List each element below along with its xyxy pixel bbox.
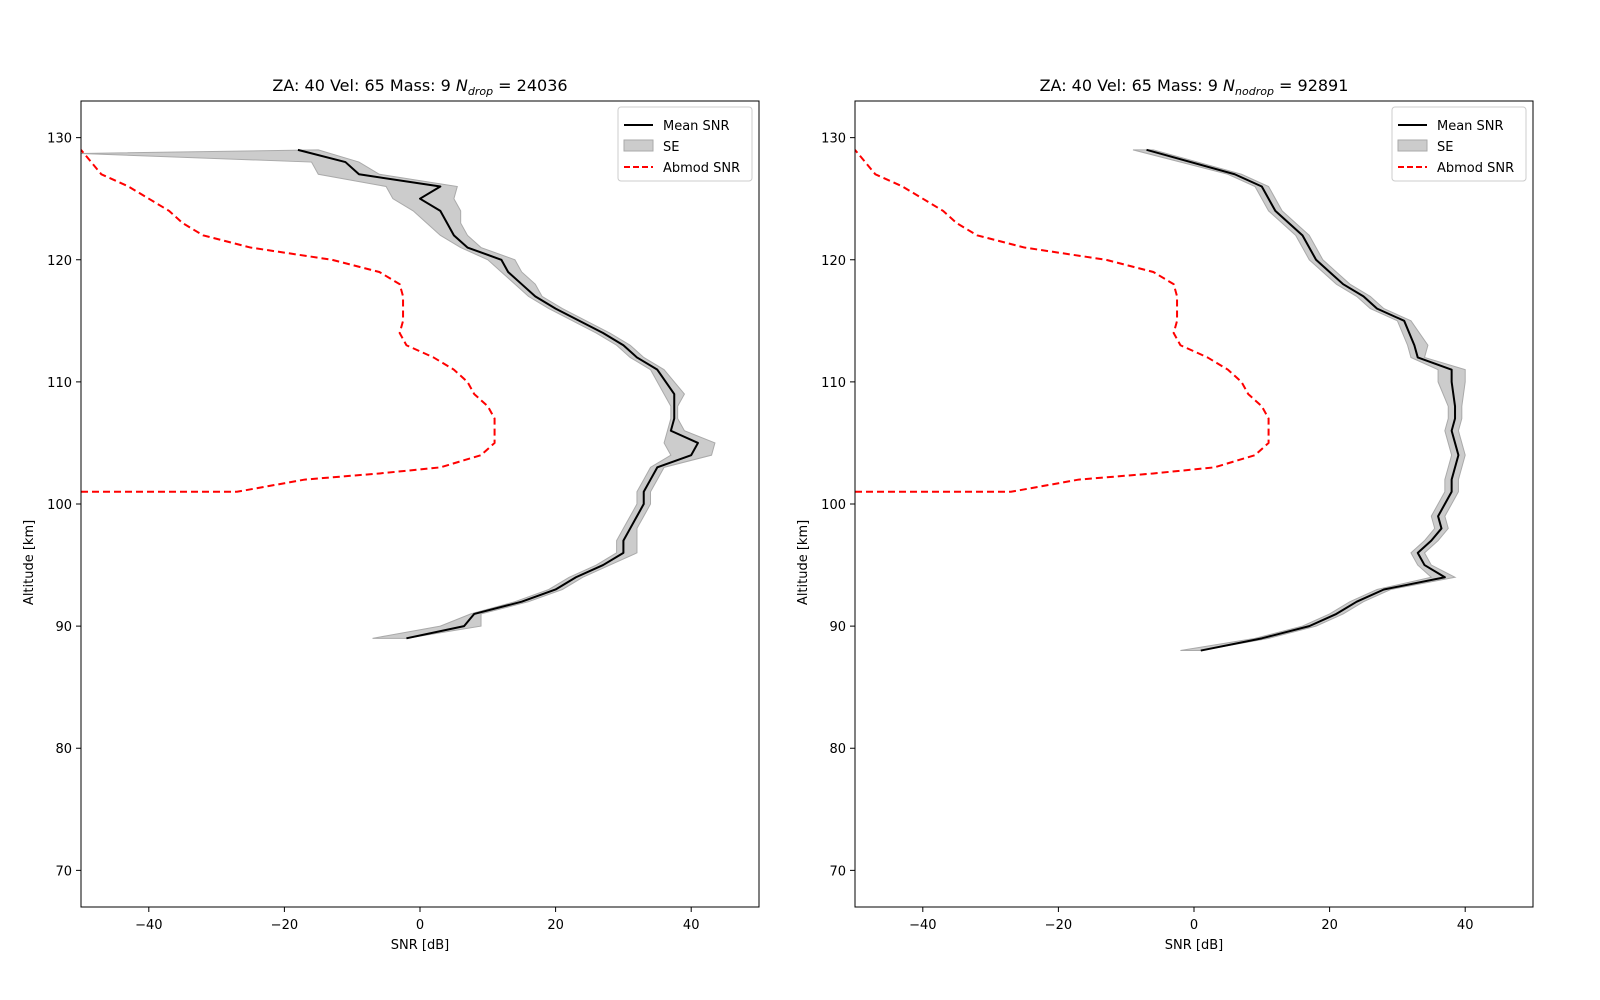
y-tick-label: 130	[47, 132, 72, 147]
chart-title: ZA: 40 Vel: 65 Mass: 9 Nnodrop = 92891	[1040, 76, 1349, 98]
legend-se-swatch	[623, 139, 654, 152]
title-count: = 24036	[493, 76, 567, 95]
x-tick-label: 0	[1190, 918, 1198, 933]
legend: Mean SNR SE Abmod SNR	[617, 106, 753, 182]
title-symbol: N	[456, 76, 468, 95]
x-tick-label: −20	[271, 918, 298, 933]
y-tick-label: 80	[55, 742, 72, 757]
left-panel: −40 −20 0 20 40 70 80 90 100 110 120 130 SNR [dB] Alt…	[22, 76, 760, 953]
legend: Mean SNR SE Abmod SNR	[1391, 106, 1527, 182]
y-tick-label: 130	[821, 132, 846, 147]
x-tick-label: 20	[547, 918, 564, 933]
y-tick-label: 90	[829, 620, 846, 635]
y-tick-label: 80	[829, 742, 846, 757]
x-tick-label: 0	[416, 918, 424, 933]
right-panel: −40 −20 0 20 40 70 80 90 100 110 120 130 SNR [dB] Alt…	[796, 76, 1534, 953]
mean-snr-line	[297, 148, 699, 640]
legend-mean-label: Mean SNR	[1437, 119, 1504, 134]
y-tick-label: 100	[47, 498, 72, 513]
legend-mean-label: Mean SNR	[663, 119, 730, 134]
x-tick-label: −40	[909, 918, 936, 933]
y-tick-label: 90	[55, 620, 72, 635]
y-axis-label: Altitude [km]	[22, 520, 37, 605]
title-subscript: nodrop	[1235, 85, 1274, 98]
y-axis-label: Altitude [km]	[796, 520, 811, 605]
title-symbol: N	[1223, 76, 1235, 95]
title-text: ZA: 40 Vel: 65 Mass: 9	[272, 76, 455, 95]
title-count: = 92891	[1274, 76, 1348, 95]
y-tick-label: 70	[55, 864, 72, 879]
se-band	[81, 149, 716, 639]
se-band	[1132, 149, 1466, 652]
abmod-snr-line	[81, 149, 496, 493]
abmod-snr-line	[855, 149, 1270, 493]
title-text: ZA: 40 Vel: 65 Mass: 9	[1040, 76, 1223, 95]
plot-area	[855, 148, 1466, 652]
y-tick-label: 110	[821, 376, 846, 391]
x-axis-label: SNR [dB]	[391, 938, 449, 953]
legend-abmod-label: Abmod SNR	[663, 161, 740, 176]
title-subscript: drop	[468, 85, 493, 98]
legend-se-label: SE	[1437, 140, 1453, 155]
y-tick-label: 110	[47, 376, 72, 391]
x-tick-label: 40	[1457, 918, 1474, 933]
legend-se-label: SE	[663, 140, 679, 155]
x-tick-label: 20	[1321, 918, 1338, 933]
x-tick-label: −20	[1045, 918, 1072, 933]
legend-abmod-label: Abmod SNR	[1437, 161, 1514, 176]
chart-title: ZA: 40 Vel: 65 Mass: 9 Ndrop = 24036	[272, 76, 567, 98]
plot-area	[81, 148, 716, 640]
x-tick-label: 40	[683, 918, 700, 933]
y-tick-label: 100	[821, 498, 846, 513]
y-tick-label: 120	[47, 254, 72, 269]
legend-se-swatch	[1397, 139, 1428, 152]
mean-snr-line	[1146, 148, 1460, 652]
y-tick-label: 70	[829, 864, 846, 879]
y-tick-label: 120	[821, 254, 846, 269]
x-tick-label: −40	[135, 918, 162, 933]
x-axis-label: SNR [dB]	[1165, 938, 1223, 953]
